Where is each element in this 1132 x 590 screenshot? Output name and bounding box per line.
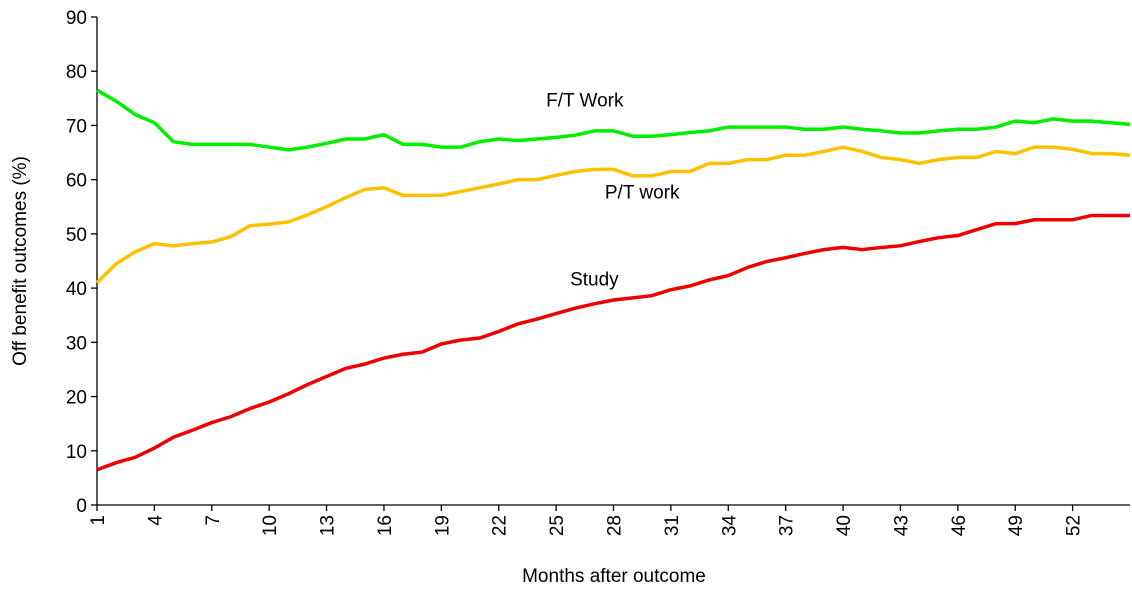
x-tick-label: 7: [203, 515, 224, 526]
x-tick-label: 40: [834, 515, 855, 536]
y-tick-label: 90: [66, 8, 87, 29]
series-line: [95, 145, 1131, 284]
x-tick-label: 25: [547, 515, 568, 536]
x-tick-label: 4: [145, 515, 166, 526]
y-tick-label: 70: [66, 116, 87, 137]
x-tick-label: 31: [662, 515, 683, 536]
x-tick-label: 43: [891, 515, 912, 536]
x-tick-label: 19: [432, 515, 453, 536]
y-tick-label: 30: [66, 333, 87, 354]
y-tick-label: 0: [76, 496, 87, 517]
x-axis-label: Months after outcome: [522, 566, 706, 587]
x-tick-label: 16: [375, 515, 396, 536]
series-line: [96, 88, 1131, 152]
y-tick-label: 10: [66, 442, 87, 463]
x-tick-label: 13: [318, 515, 339, 536]
x-tick-label: 34: [719, 515, 740, 537]
y-tick-label: 50: [66, 225, 87, 246]
series-label: P/T work: [605, 183, 680, 204]
y-tick-label: 60: [66, 171, 87, 192]
y-tick-label: 80: [66, 62, 87, 83]
x-tick-label: 52: [1064, 515, 1085, 536]
series-label: F/T Work: [546, 90, 624, 111]
x-tick-label: 22: [490, 515, 511, 536]
x-tick-label: 28: [605, 515, 626, 536]
series-label: Study: [570, 269, 619, 290]
x-tick-label: 37: [777, 515, 798, 536]
x-tick-label: 46: [949, 515, 970, 536]
x-tick-label: 1: [88, 515, 109, 526]
y-tick-label: 40: [66, 279, 87, 300]
x-tick-label: 10: [260, 515, 281, 536]
x-tick-label: 49: [1006, 515, 1027, 536]
y-tick-label: 20: [66, 388, 87, 409]
series-line: [96, 213, 1130, 472]
y-axis-label: Off benefit outcomes (%): [10, 156, 31, 366]
